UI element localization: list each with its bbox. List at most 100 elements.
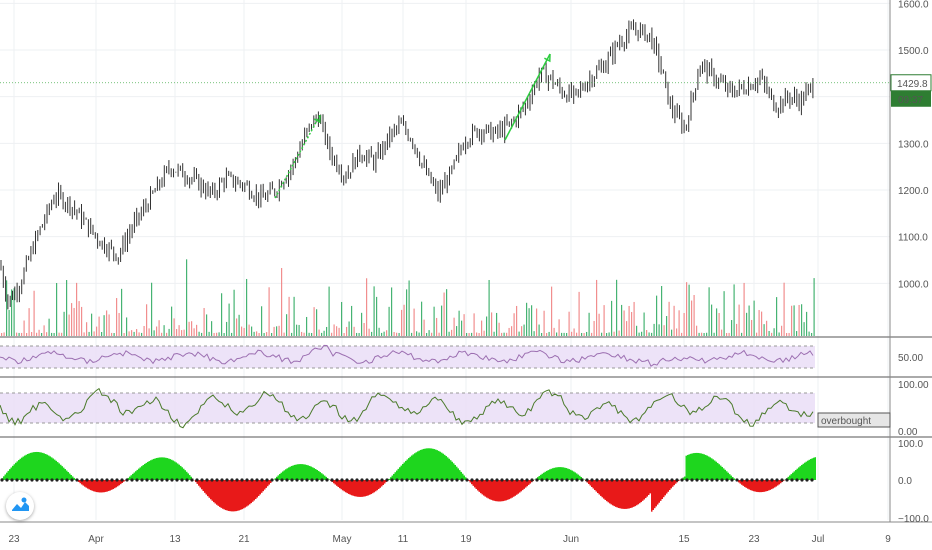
zero-dot [605,478,609,482]
zero-dot [735,478,739,482]
zero-dot [70,478,74,482]
zero-dot [760,478,764,482]
volume-bar [526,302,528,336]
volume-bar [681,332,683,336]
osc-bar-down [357,480,359,497]
price-candles [0,19,814,310]
osc-bar-down [490,480,492,500]
volume-bar [338,327,340,336]
osc-bar-up [16,461,18,480]
volume-bar [3,332,5,336]
osc-bar-down [774,480,776,488]
osc-bar-down [346,480,348,494]
zero-dot [455,478,459,482]
time-tick-label: 15 [678,534,690,545]
zero-dot [115,478,119,482]
osc-bar-down [492,480,494,501]
volume-bar [313,307,315,336]
volume-bar [206,314,208,336]
time-tick-label: 13 [169,534,181,545]
osc-bar-down [661,480,663,500]
tradingview-logo-icon[interactable] [6,492,34,520]
osc-bar-up [433,449,435,480]
volume-bar [806,311,808,336]
volume-bar [378,327,380,336]
volume-bar [683,312,685,336]
osc-bar-down [748,480,750,490]
volume-bar [481,320,483,336]
osc-bar-up [393,473,395,480]
volume-bar [563,332,565,336]
osc-bar-down [745,480,747,488]
osc-bar-down [114,480,116,489]
osc-bar-up [54,459,56,480]
zero-dot [795,478,799,482]
volume-bar [503,332,505,336]
osc-bar-up [315,469,317,480]
zero-dot [125,478,129,482]
osc-bar-down [651,480,653,512]
osc-bar-up [72,476,74,480]
zero-dot [800,478,804,482]
osc-bar-up [538,475,540,480]
stochastic-panel [0,387,815,429]
osc-bar-up [15,462,17,480]
zero-dot [245,478,249,482]
osc-bar-up [277,475,279,480]
volume-bar [151,282,153,336]
osc-bar-up [294,464,296,480]
volume-bar [198,331,200,336]
zero-dot [705,478,709,482]
zero-dot [5,478,9,482]
volume-bar [798,304,800,336]
volume-bar [516,305,518,336]
volume-bar [48,318,50,336]
osc-bar-down [666,480,668,494]
osc-bar-up [702,453,704,480]
volume-bar [161,332,163,336]
osc-bar-up [445,456,447,480]
osc-bar-down [615,480,617,507]
osc-bar-up [274,478,276,480]
volume-bar [108,314,110,336]
volume-bar [751,319,753,336]
osc-bar-down [631,480,633,508]
osc-bar-down [522,480,524,491]
osc-bar-down [484,480,486,497]
volume-bar [298,324,300,336]
osc-bar-down [760,480,762,493]
osc-bar-up [280,472,282,480]
zero-dot [445,478,449,482]
osc-bar-down [382,480,384,486]
volume-bar [663,325,665,336]
volume-bar [248,324,250,336]
osc-bar-down [268,480,270,485]
osc-bar-up [714,460,716,480]
osc-bar-down [339,480,341,489]
osc-bar-up [321,473,323,480]
logo-mark-icon [12,497,29,511]
osc-bar-up [688,454,690,480]
volume-bar [231,332,233,336]
zero-dot [675,478,679,482]
zero-dot [350,478,354,482]
volume-bar [23,320,25,336]
volume-bar [466,332,468,336]
volume-bar [591,332,593,336]
zero-dot [665,478,669,482]
arrow-head [544,53,551,63]
volume-bar [278,325,280,336]
osc-bar-down [766,480,768,492]
volume-bar [783,282,785,336]
volume-bar [628,305,630,336]
osc-bar-down [597,480,599,494]
osc-bar-down [754,480,756,492]
volume-bar [113,332,115,336]
osc-bar-down [621,480,623,509]
osc-bar-down [495,480,497,502]
zero-dot [785,478,789,482]
osc-bar-up [45,453,47,480]
volume-bar [408,280,410,336]
osc-bar-down [259,480,261,495]
